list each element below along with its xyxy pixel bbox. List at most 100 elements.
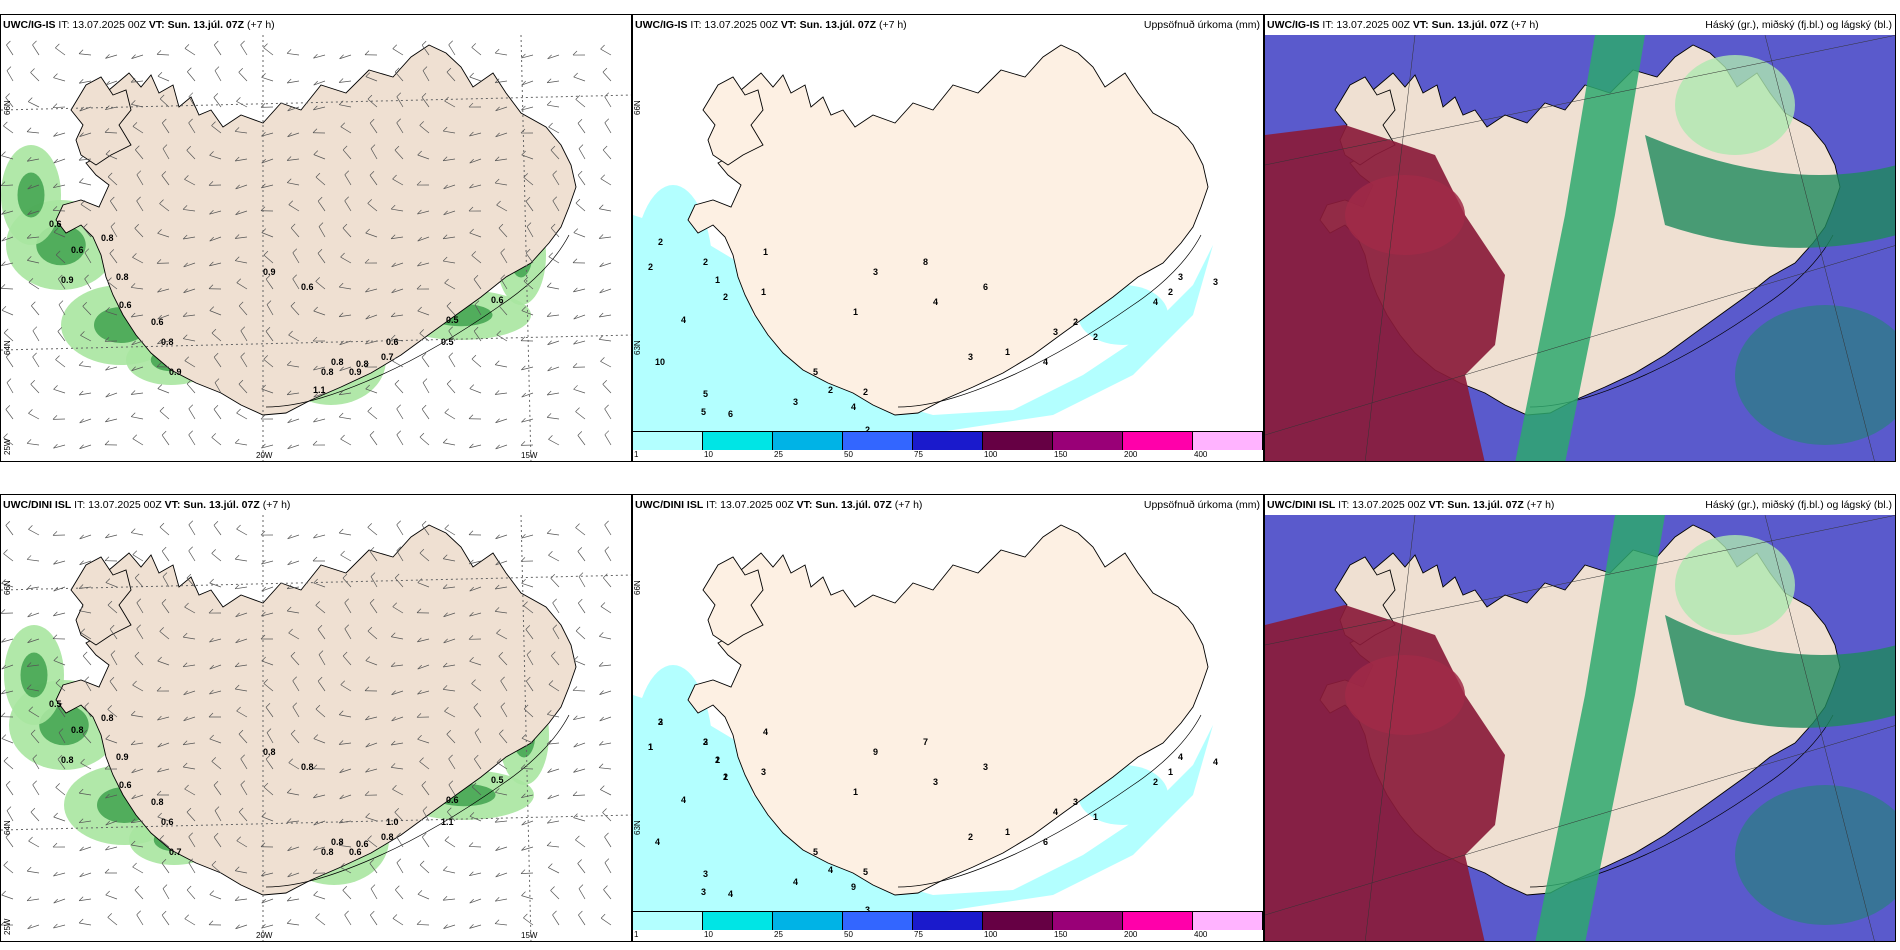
wind-barb xyxy=(131,768,144,774)
wind-barb-flag xyxy=(444,408,450,413)
wind-barb xyxy=(391,716,404,722)
wind-barb-flag xyxy=(58,300,64,305)
wind-barb-flag xyxy=(209,637,214,643)
wind-barb-flag xyxy=(417,735,422,740)
wind-barb-flag xyxy=(598,204,604,209)
precip-value-label: 0.8 xyxy=(71,725,84,735)
wind-barb xyxy=(214,70,222,82)
lat-label-63: 63N xyxy=(633,340,642,355)
wind-barb xyxy=(342,227,352,238)
wind-barb xyxy=(495,898,508,902)
wind-barb-flag xyxy=(315,913,320,918)
lon-label-15w: 15W xyxy=(521,451,538,460)
wind-barb xyxy=(57,706,66,718)
wind-barb-flag xyxy=(234,156,240,162)
wind-barb xyxy=(184,48,196,56)
wind-barb-flag xyxy=(520,764,526,769)
precip-amount-label: 2 xyxy=(703,257,708,267)
westfjords-coastline xyxy=(702,76,764,166)
wind-barb xyxy=(32,784,40,796)
wind-barb-flag xyxy=(443,210,448,216)
wind-barb-flag xyxy=(496,200,501,206)
wind-barb xyxy=(5,525,14,536)
wind-barb-flag xyxy=(234,866,240,871)
valid-time: VT: Sun. 13.júl. 07Z xyxy=(164,499,260,511)
wind-barb-flag xyxy=(546,78,552,84)
wind-barb-flag xyxy=(213,93,219,98)
wind-barb-flag xyxy=(421,781,427,786)
wind-barb-flag xyxy=(390,740,396,746)
wind-barb xyxy=(575,527,586,536)
wind-barb-flag xyxy=(159,835,165,840)
wind-barb-flag xyxy=(603,573,608,579)
wind-barb-flag xyxy=(599,716,604,722)
westfjords-coastline xyxy=(70,76,132,166)
wind-barb-flag xyxy=(136,170,142,175)
wind-barb xyxy=(287,610,300,614)
wind-barb xyxy=(30,811,40,822)
wind-barb xyxy=(30,72,40,82)
wind-barb xyxy=(28,413,40,420)
wind-barb xyxy=(604,862,612,874)
wind-barb-flag xyxy=(261,898,266,904)
wind-barb-flag xyxy=(55,783,60,788)
wind-barb xyxy=(523,177,534,186)
low-cloud-patch xyxy=(1735,305,1895,445)
precip-amount-label: 1 xyxy=(853,307,858,317)
wind-barb xyxy=(28,529,40,536)
wind-barb-flag xyxy=(521,734,527,739)
legend-tick-label: 200 xyxy=(1124,930,1138,939)
wind-barb xyxy=(572,690,586,692)
wind-barb-flag xyxy=(235,184,240,190)
wind-barb xyxy=(1,664,14,670)
wind-barb-flag xyxy=(26,584,32,590)
wind-barb xyxy=(444,528,456,536)
wind-barb xyxy=(369,551,378,562)
panel-cloud-igis: UWC/IG-IS IT: 13.07.2025 00Z VT: Sun. 13… xyxy=(1264,14,1896,462)
wind-barb-flag xyxy=(395,885,400,891)
panel-wind-igis: UWC/IG-IS IT: 13.07.2025 00Z VT: Sun. 13… xyxy=(0,14,632,462)
wind-barb-flag xyxy=(265,274,271,280)
wind-barb xyxy=(183,314,196,317)
wind-barb xyxy=(495,846,508,851)
legend-swatch xyxy=(703,432,773,450)
wind-barb-flag xyxy=(234,127,240,132)
wind-barb xyxy=(240,44,248,56)
wind-barb xyxy=(313,106,326,111)
wind-barb xyxy=(547,314,560,317)
wind-barb xyxy=(421,408,430,420)
wind-barb-flag xyxy=(157,812,162,818)
wind-barb xyxy=(396,836,404,848)
wind-barb xyxy=(290,655,300,666)
wind-barb-flag xyxy=(26,233,32,239)
wind-barb-flag xyxy=(498,301,504,307)
wind-barb-flag xyxy=(546,413,552,418)
wind-barb-flag xyxy=(442,256,448,262)
wind-barb xyxy=(521,80,534,86)
wind-barb-flag xyxy=(105,365,110,371)
wind-barb xyxy=(471,255,482,264)
wind-barb-flag xyxy=(494,48,500,54)
init-time: IT: 13.07.2025 00Z xyxy=(74,499,162,511)
wind-barb-flag xyxy=(416,284,422,290)
wind-barb-flag xyxy=(238,301,244,307)
wind-barb xyxy=(495,611,508,614)
wind-barb-flag xyxy=(523,276,529,282)
wind-barb xyxy=(161,550,170,562)
wind-barb xyxy=(599,716,612,722)
wind-barb-flag xyxy=(53,611,58,617)
wind-barb-flag xyxy=(286,818,292,823)
wind-barb xyxy=(525,629,534,640)
wind-barb xyxy=(526,226,534,238)
wind-barb-flag xyxy=(338,818,344,824)
wind-barb-flag xyxy=(364,258,370,264)
precip-amount-label: 4 xyxy=(681,795,686,805)
wind-barb xyxy=(313,54,326,59)
wind-barb xyxy=(550,578,560,588)
wind-barb xyxy=(183,742,196,746)
wind-barb-flag xyxy=(338,412,344,418)
wind-barb xyxy=(32,44,40,56)
wind-barb-flag xyxy=(392,785,397,790)
wind-barb xyxy=(392,606,404,614)
wind-barb-flag xyxy=(287,846,292,852)
